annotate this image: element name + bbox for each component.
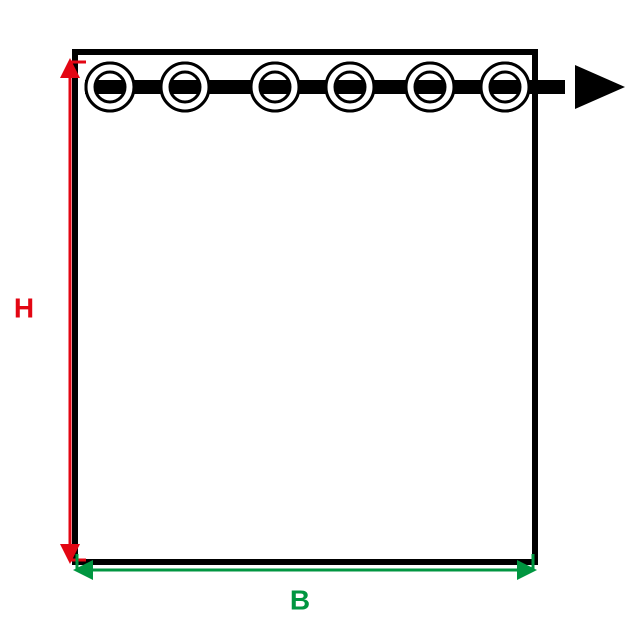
rod-segment <box>415 80 520 94</box>
width-label: B <box>290 584 310 615</box>
height-label: H <box>14 292 34 323</box>
rod-segment <box>95 80 200 94</box>
rod-segment <box>260 80 365 94</box>
rod-arrow-icon <box>575 65 625 109</box>
curtain-panel <box>75 52 535 562</box>
curtain-dimension-diagram: HB <box>0 0 640 640</box>
